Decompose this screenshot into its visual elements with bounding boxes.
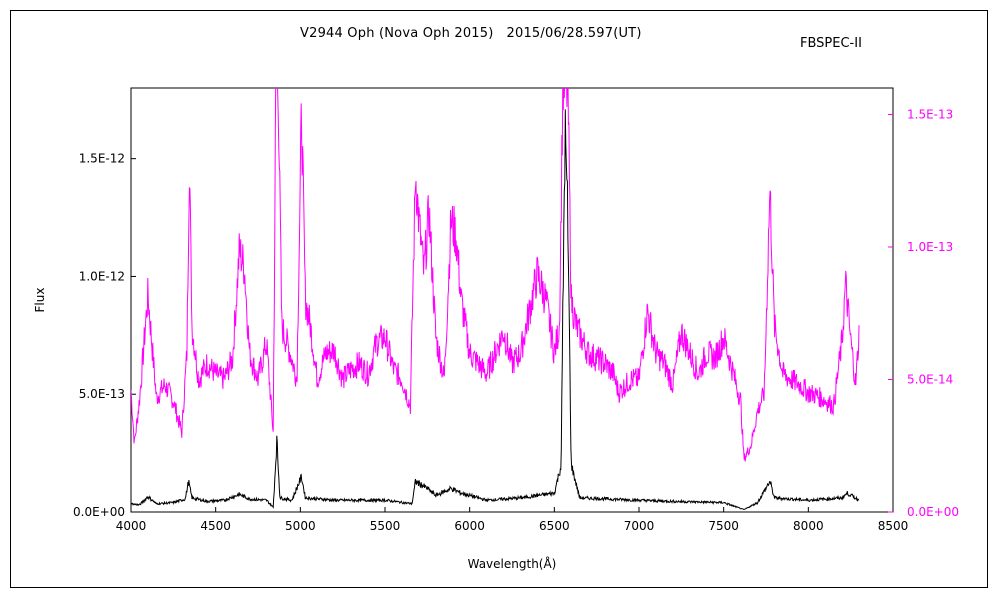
scaled-flux-line <box>131 88 860 462</box>
y-right-tick-label: 5.0E-14 <box>907 373 953 387</box>
y-left-tick-label: 1.5E-12 <box>79 152 125 166</box>
x-axis-label: Wavelength(Å) <box>468 556 557 571</box>
x-tick-label: 4000 <box>116 519 147 533</box>
y-right-tick-label: 0.0E+00 <box>907 505 959 519</box>
y-right-tick-label: 1.0E-13 <box>907 240 953 254</box>
x-tick-label: 7500 <box>708 519 739 533</box>
x-tick-label: 6500 <box>539 519 570 533</box>
x-tick-label: 5500 <box>370 519 401 533</box>
y-right-tick-label: 1.5E-13 <box>907 108 953 122</box>
y-left-tick-label: 1.0E-12 <box>79 269 125 283</box>
y-axis-label: Flux <box>33 288 47 313</box>
x-tick-label: 8000 <box>793 519 824 533</box>
x-tick-label: 6000 <box>454 519 485 533</box>
x-tick-label: 8500 <box>878 519 909 533</box>
x-tick-label: 7000 <box>624 519 655 533</box>
chart-title: V2944 Oph (Nova Oph 2015) 2015/06/28.597… <box>300 26 642 41</box>
x-tick-label: 5000 <box>285 519 316 533</box>
y-left-tick-label: 0.0E+00 <box>73 505 125 519</box>
flux-line <box>131 109 860 510</box>
plot-area <box>130 87 894 513</box>
chart-frame <box>10 10 988 588</box>
y-left-tick-label: 5.0E-13 <box>79 387 125 401</box>
x-tick-label: 4500 <box>200 519 231 533</box>
instrument-label: FBSPEC-II <box>800 36 862 51</box>
